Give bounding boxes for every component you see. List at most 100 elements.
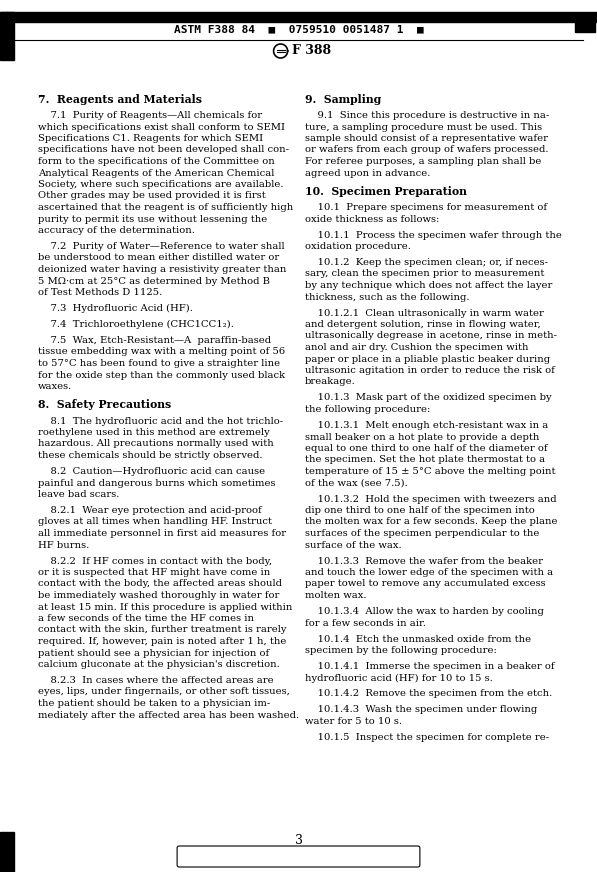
Text: 10.1.3  Mask part of the oxidized specimen by: 10.1.3 Mask part of the oxidized specime… — [305, 393, 552, 403]
Text: 10.1.4.2  Remove the specimen from the etch.: 10.1.4.2 Remove the specimen from the et… — [305, 690, 552, 698]
Text: 10.1.5  Inspect the specimen for complete re-: 10.1.5 Inspect the specimen for complete… — [305, 733, 549, 742]
Text: water for 5 to 10 s.: water for 5 to 10 s. — [305, 717, 402, 726]
Text: form to the specifications of the Committee on: form to the specifications of the Commit… — [38, 157, 275, 166]
Text: 3: 3 — [294, 834, 303, 847]
Text: breakage.: breakage. — [305, 378, 356, 386]
Text: paper or place in a pliable plastic beaker during: paper or place in a pliable plastic beak… — [305, 355, 550, 364]
Bar — [575, 14, 595, 32]
Text: these chemicals should be strictly observed.: these chemicals should be strictly obser… — [38, 451, 263, 460]
Text: be immediately washed thoroughly in water for: be immediately washed thoroughly in wate… — [38, 591, 279, 600]
Text: specifications have not been developed shall con-: specifications have not been developed s… — [38, 146, 289, 154]
Text: 10.1.2.1  Clean ultrasonically in warm water: 10.1.2.1 Clean ultrasonically in warm wa… — [305, 309, 544, 317]
Text: of Test Methods D 1125.: of Test Methods D 1125. — [38, 288, 162, 297]
Text: 7.4  Trichloroethylene (CHC1CC1₂).: 7.4 Trichloroethylene (CHC1CC1₂). — [38, 320, 234, 329]
Text: for the oxide step than the commonly used black: for the oxide step than the commonly use… — [38, 371, 285, 379]
Text: Analytical Reagents of the American Chemical: Analytical Reagents of the American Chem… — [38, 168, 275, 178]
Text: and detergent solution, rinse in flowing water,: and detergent solution, rinse in flowing… — [305, 320, 541, 329]
Text: eyes, lips, under fingernails, or other soft tissues,: eyes, lips, under fingernails, or other … — [38, 687, 290, 697]
Text: required. If, however, pain is noted after 1 h, the: required. If, however, pain is noted aft… — [38, 637, 287, 646]
Text: paper towel to remove any accumulated excess: paper towel to remove any accumulated ex… — [305, 580, 546, 589]
Text: 10.1.3.2  Hold the specimen with tweezers and: 10.1.3.2 Hold the specimen with tweezers… — [305, 494, 556, 503]
Text: to 57°C has been found to give a straighter line: to 57°C has been found to give a straigh… — [38, 359, 280, 368]
Text: leave bad scars.: leave bad scars. — [38, 490, 119, 499]
Text: HF burns.: HF burns. — [38, 541, 89, 549]
Text: painful and dangerous burns which sometimes: painful and dangerous burns which someti… — [38, 479, 275, 487]
Text: waxes.: waxes. — [38, 382, 72, 391]
Text: specimen by the following procedure:: specimen by the following procedure: — [305, 646, 497, 655]
Bar — [0, 12, 14, 60]
Text: ASTM F388 84  ■  0759510 0051487 1  ■: ASTM F388 84 ■ 0759510 0051487 1 ■ — [174, 24, 423, 34]
Text: 7.3  Hydrofluoric Acid (HF).: 7.3 Hydrofluoric Acid (HF). — [38, 304, 193, 313]
Text: 7.1  Purity of Reagents—All chemicals for: 7.1 Purity of Reagents—All chemicals for — [38, 111, 262, 120]
Text: 7.  Reagents and Materials: 7. Reagents and Materials — [38, 94, 202, 105]
Text: by any technique which does not affect the layer: by any technique which does not affect t… — [305, 281, 552, 290]
Text: small beaker on a hot plate to provide a depth: small beaker on a hot plate to provide a… — [305, 433, 539, 441]
Text: agreed upon in advance.: agreed upon in advance. — [305, 168, 430, 178]
Text: at least 15 min. If this procedure is applied within: at least 15 min. If this procedure is ap… — [38, 603, 293, 611]
Text: 10.1.3.1  Melt enough etch-resistant wax in a: 10.1.3.1 Melt enough etch-resistant wax … — [305, 421, 548, 430]
Text: a few seconds of the time the HF comes in: a few seconds of the time the HF comes i… — [38, 614, 254, 623]
Text: deionized water having a resistivity greater than: deionized water having a resistivity gre… — [38, 265, 287, 274]
Text: patient should see a physician for injection of: patient should see a physician for injec… — [38, 649, 269, 657]
FancyBboxPatch shape — [177, 846, 420, 867]
Text: surface of the wax.: surface of the wax. — [305, 541, 402, 549]
Text: surfaces of the specimen perpendicular to the: surfaces of the specimen perpendicular t… — [305, 529, 539, 538]
Text: sary, clean the specimen prior to measurement: sary, clean the specimen prior to measur… — [305, 269, 544, 278]
Text: 8.1  The hydrofluoric acid and the hot trichlo-: 8.1 The hydrofluoric acid and the hot tr… — [38, 417, 283, 426]
Text: which specifications exist shall conform to SEMI: which specifications exist shall conform… — [38, 122, 285, 132]
Text: 9.  Sampling: 9. Sampling — [305, 94, 381, 105]
Text: 5 MΩ·cm at 25°C as determined by Method B: 5 MΩ·cm at 25°C as determined by Method … — [38, 276, 270, 285]
Text: gloves at all times when handling HF. Instruct: gloves at all times when handling HF. In… — [38, 517, 272, 527]
Text: 10.1.1  Process the specimen wafer through the: 10.1.1 Process the specimen wafer throug… — [305, 230, 562, 240]
Text: accuracy of the determination.: accuracy of the determination. — [38, 226, 195, 235]
Text: 7.2  Purity of Water—Reference to water shall: 7.2 Purity of Water—Reference to water s… — [38, 242, 285, 251]
Text: Specifications C1. Reagents for which SEMI: Specifications C1. Reagents for which SE… — [38, 134, 263, 143]
Text: the specimen. Set the hot plate thermostat to a: the specimen. Set the hot plate thermost… — [305, 455, 545, 465]
Text: molten wax.: molten wax. — [305, 591, 367, 600]
Text: anol and air dry. Cushion the specimen with: anol and air dry. Cushion the specimen w… — [305, 343, 528, 352]
Text: sample should consist of a representative wafer: sample should consist of a representativ… — [305, 134, 548, 143]
Text: be understood to mean either distilled water or: be understood to mean either distilled w… — [38, 254, 279, 262]
Text: hazardous. All precautions normally used with: hazardous. All precautions normally used… — [38, 439, 274, 448]
Text: 9.1  Since this procedure is destructive in na-: 9.1 Since this procedure is destructive … — [305, 111, 549, 120]
Text: calcium gluconate at the physician's discretion.: calcium gluconate at the physician's dis… — [38, 660, 280, 669]
Text: or wafers from each group of wafers processed.: or wafers from each group of wafers proc… — [305, 146, 549, 154]
Text: 10.1.4.3  Wash the specimen under flowing: 10.1.4.3 Wash the specimen under flowing — [305, 705, 537, 714]
Text: F 388: F 388 — [291, 44, 331, 58]
Text: 10.1.3.3  Remove the wafer from the beaker: 10.1.3.3 Remove the wafer from the beake… — [305, 556, 543, 566]
Text: hydrofluoric acid (HF) for 10 to 15 s.: hydrofluoric acid (HF) for 10 to 15 s. — [305, 673, 493, 683]
Text: contact with the skin, further treatment is rarely: contact with the skin, further treatment… — [38, 625, 287, 635]
Text: oxidation procedure.: oxidation procedure. — [305, 242, 411, 251]
Text: 10.1.3.4  Allow the wax to harden by cooling: 10.1.3.4 Allow the wax to harden by cool… — [305, 607, 544, 616]
Text: 10.  Specimen Preparation: 10. Specimen Preparation — [305, 186, 467, 197]
Text: 7.5  Wax, Etch-Resistant—A  paraffin-based: 7.5 Wax, Etch-Resistant—A paraffin-based — [38, 336, 271, 345]
Text: purity to permit its use without lessening the: purity to permit its use without lesseni… — [38, 215, 267, 223]
Text: the molten wax for a few seconds. Keep the plane: the molten wax for a few seconds. Keep t… — [305, 517, 558, 527]
Text: 8.2.2  If HF comes in contact with the body,: 8.2.2 If HF comes in contact with the bo… — [38, 556, 272, 566]
Text: 8.2.3  In cases where the affected areas are: 8.2.3 In cases where the affected areas … — [38, 676, 273, 685]
Text: 10.1  Prepare specimens for measurement of: 10.1 Prepare specimens for measurement o… — [305, 203, 547, 212]
Text: 8.2  Caution—Hydrofluoric acid can cause: 8.2 Caution—Hydrofluoric acid can cause — [38, 467, 265, 476]
Text: 10.1.2  Keep the specimen clean; or, if neces-: 10.1.2 Keep the specimen clean; or, if n… — [305, 258, 548, 267]
Bar — [0, 832, 14, 872]
Text: ascertained that the reagent is of sufficiently high: ascertained that the reagent is of suffi… — [38, 203, 293, 212]
Text: the patient should be taken to a physician im-: the patient should be taken to a physici… — [38, 699, 270, 708]
Text: thickness, such as the following.: thickness, such as the following. — [305, 292, 469, 302]
Text: temperature of 15 ± 5°C above the melting point: temperature of 15 ± 5°C above the meltin… — [305, 467, 555, 476]
Text: contact with the body, the affected areas should: contact with the body, the affected area… — [38, 580, 282, 589]
Text: 8.  Safety Precautions: 8. Safety Precautions — [38, 399, 171, 411]
Text: oxide thickness as follows:: oxide thickness as follows: — [305, 215, 439, 223]
Text: ultrasonic agitation in order to reduce the risk of: ultrasonic agitation in order to reduce … — [305, 366, 555, 375]
Text: for a few seconds in air.: for a few seconds in air. — [305, 618, 426, 628]
Bar — [0, 12, 597, 22]
Text: roethylene used in this method are extremely: roethylene used in this method are extre… — [38, 428, 270, 437]
Text: and touch the lower edge of the specimen with a: and touch the lower edge of the specimen… — [305, 568, 553, 577]
Text: 8.2.1  Wear eye protection and acid-proof: 8.2.1 Wear eye protection and acid-proof — [38, 506, 261, 515]
Text: equal to one third to one half of the diameter of: equal to one third to one half of the di… — [305, 444, 547, 453]
Text: For referee purposes, a sampling plan shall be: For referee purposes, a sampling plan sh… — [305, 157, 541, 166]
Text: 10.1.4  Etch the unmasked oxide from the: 10.1.4 Etch the unmasked oxide from the — [305, 635, 531, 644]
Text: of the wax (see 7.5).: of the wax (see 7.5). — [305, 479, 408, 487]
Text: ture, a sampling procedure must be used. This: ture, a sampling procedure must be used.… — [305, 122, 542, 132]
Text: tissue embedding wax with a melting point of 56: tissue embedding wax with a melting poin… — [38, 348, 285, 357]
Text: Society, where such specifications are available.: Society, where such specifications are a… — [38, 180, 284, 189]
